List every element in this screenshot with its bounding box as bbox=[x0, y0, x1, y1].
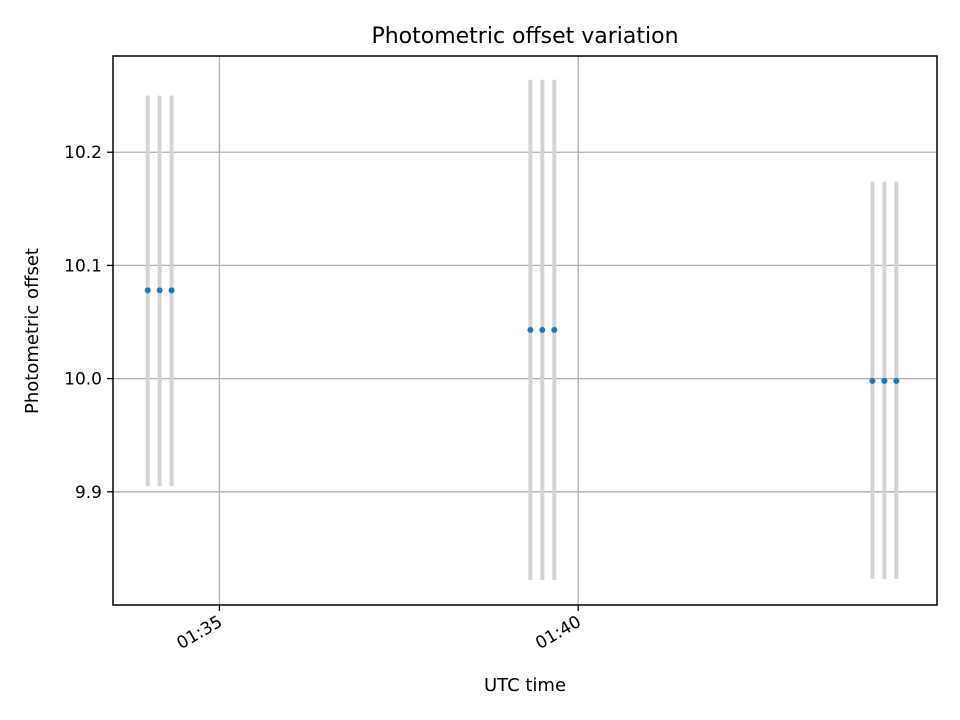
data-point bbox=[869, 377, 876, 384]
x-axis-ticks: 01:35 01:40 bbox=[174, 605, 585, 654]
data-point bbox=[168, 287, 175, 294]
data-point bbox=[539, 326, 546, 333]
x-tick-label: 01:40 bbox=[532, 612, 584, 654]
x-tick-label: 01:35 bbox=[174, 612, 226, 654]
y-axis-ticks: 9.9 10.0 10.1 10.2 bbox=[64, 143, 113, 503]
y-tick-label: 10.2 bbox=[64, 143, 102, 163]
chart-title: Photometric offset variation bbox=[371, 24, 678, 49]
data-point bbox=[881, 377, 888, 384]
plot-frame bbox=[112, 55, 938, 606]
y-tick-label: 10.1 bbox=[64, 256, 102, 276]
data-point bbox=[156, 287, 163, 294]
x-axis-label: UTC time bbox=[484, 675, 566, 696]
y-tick-label: 10.0 bbox=[64, 370, 102, 390]
y-tick-label: 9.9 bbox=[75, 483, 102, 503]
data-point bbox=[551, 326, 558, 333]
y-axis-label: Photometric offset bbox=[22, 248, 43, 414]
errorbar-layer bbox=[145, 79, 899, 581]
data-point bbox=[893, 377, 900, 384]
grid-layer bbox=[113, 56, 937, 605]
point-layer bbox=[144, 287, 900, 384]
data-point bbox=[144, 287, 151, 294]
data-point bbox=[527, 326, 534, 333]
